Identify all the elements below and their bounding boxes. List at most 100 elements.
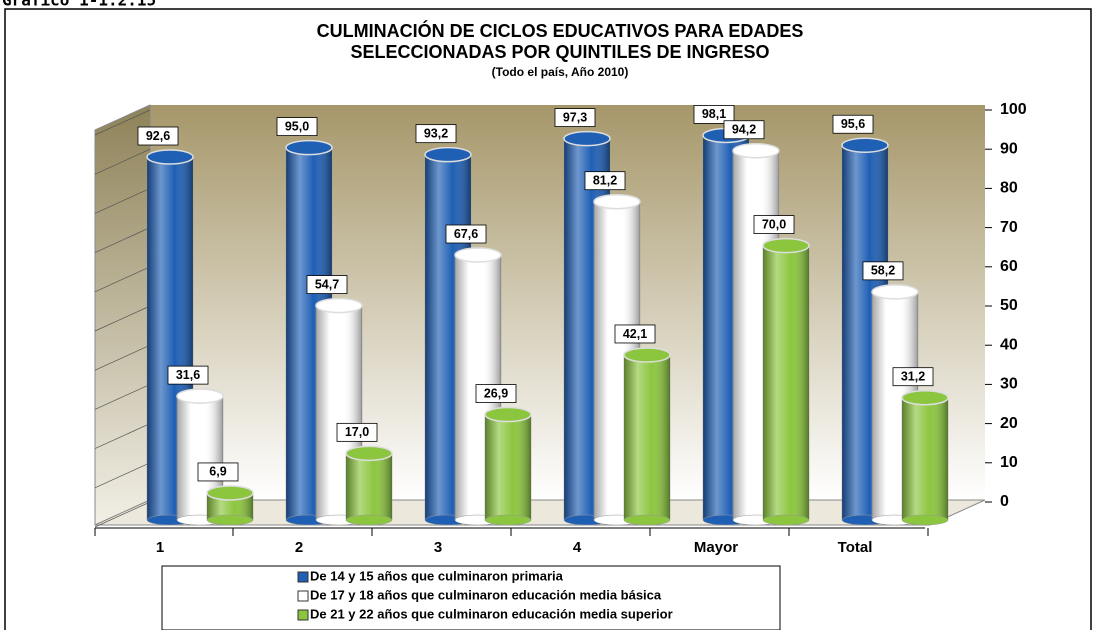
value-label-box — [614, 324, 656, 344]
chart-title: CULMINACIÓN DE CICLOS EDUCATIVOS PARA ED… — [317, 20, 804, 41]
value-label-box — [276, 117, 318, 136]
value-label-box — [862, 261, 904, 281]
bar-top — [901, 389, 949, 406]
value-label: 94,2 — [732, 123, 756, 137]
grid-line — [94, 305, 151, 332]
value-label: 58,2 — [871, 264, 895, 278]
bar-top — [732, 142, 780, 159]
bar-shade — [624, 354, 670, 520]
value-label-box — [723, 120, 765, 140]
value-label-box — [693, 105, 735, 124]
value-label: 31,2 — [901, 369, 925, 383]
value-label-box — [415, 124, 457, 144]
y-tick-label: 80 — [1000, 180, 1018, 197]
frame — [4, 8, 1092, 630]
y-tick-label: 40 — [1000, 336, 1018, 353]
bar-base — [484, 514, 532, 526]
bar-top — [762, 237, 810, 254]
legend — [161, 565, 781, 630]
legend-label: De 17 y 18 años que culminaron educación… — [310, 587, 662, 602]
bar-top — [454, 247, 502, 263]
value-label-box — [336, 422, 378, 442]
legend-swatch — [297, 609, 309, 621]
x-tick-label: 3 — [434, 539, 442, 556]
value-label: 95,6 — [841, 117, 865, 131]
value-label-box — [753, 215, 795, 235]
legend-swatch — [297, 590, 309, 602]
grid-line — [94, 266, 151, 293]
value-label-box — [554, 108, 596, 127]
value-label-box — [832, 114, 874, 134]
value-label: 81,2 — [593, 173, 617, 187]
y-tick-label: 90 — [1000, 140, 1018, 157]
value-label: 92,6 — [146, 129, 170, 143]
value-label: 31,6 — [176, 368, 200, 382]
y-tick-label: 100 — [1000, 101, 1027, 118]
bar-top — [345, 445, 393, 462]
grid-line — [94, 384, 151, 410]
y-tick-label: 0 — [1000, 493, 1009, 510]
x-tick-label: 2 — [295, 539, 303, 556]
y-tick-label: 60 — [1000, 258, 1018, 275]
x-tick-label: 4 — [573, 539, 582, 556]
bar-top — [424, 146, 472, 163]
x-tick-label: 1 — [156, 539, 164, 556]
value-label-box — [197, 462, 239, 482]
bar-top — [593, 193, 641, 210]
legend-swatch — [297, 571, 309, 583]
bar-shade — [763, 245, 809, 520]
value-label: 93,2 — [424, 126, 448, 140]
bar-base — [623, 514, 671, 526]
grid-line — [94, 148, 151, 175]
bar-base — [345, 514, 393, 526]
value-label-box — [306, 275, 348, 294]
figure-label: Gráfico 1-1.2.15 — [2, 0, 156, 10]
bar-shade — [346, 453, 392, 520]
grid-line — [94, 462, 151, 489]
value-label: 95,0 — [285, 119, 309, 133]
grid-line — [94, 227, 151, 253]
grid-line — [94, 188, 151, 214]
grid-line — [94, 344, 151, 371]
chart-title: SELECCIONADAS POR QUINTILES DE INGRESO — [350, 42, 769, 62]
y-tick-label: 30 — [1000, 376, 1018, 393]
value-label-box — [137, 126, 179, 146]
y-tick-label: 50 — [1000, 297, 1018, 314]
legend-label: De 14 y 15 años que culminaron primaria — [310, 568, 564, 583]
y-tick-label: 20 — [1000, 415, 1018, 432]
value-label: 6,9 — [209, 465, 226, 479]
side-wall — [94, 104, 151, 526]
grid-line — [94, 109, 151, 136]
bar-top — [285, 139, 333, 156]
bar-base — [901, 514, 949, 526]
bar-top — [841, 137, 889, 153]
value-label-box — [584, 171, 626, 191]
value-label: 70,0 — [762, 217, 786, 231]
value-label: 42,1 — [623, 327, 647, 341]
value-label: 98,1 — [702, 107, 726, 121]
value-label: 17,0 — [345, 425, 369, 439]
bar-base — [762, 514, 810, 526]
value-label-box — [892, 367, 934, 387]
value-label: 67,6 — [454, 227, 478, 241]
value-label-box — [167, 365, 209, 385]
bar-shade — [485, 414, 531, 520]
bar-top — [206, 485, 254, 501]
value-label: 54,7 — [315, 277, 339, 291]
bar-top — [315, 297, 363, 314]
bar-top — [623, 347, 671, 363]
y-tick-label: 10 — [1000, 454, 1018, 471]
bar-base — [206, 514, 254, 526]
value-label-box — [445, 224, 487, 244]
bar-top — [871, 284, 919, 300]
value-label: 97,3 — [563, 110, 587, 124]
y-tick-label: 70 — [1000, 219, 1018, 236]
x-tick-label: Total — [838, 539, 873, 556]
legend-label: De 21 y 22 años que culminaron educación… — [310, 606, 673, 621]
value-label: 26,9 — [484, 386, 508, 400]
grid-line — [94, 423, 151, 449]
bar-shade — [902, 397, 948, 520]
bar-top — [146, 149, 194, 165]
bar-top — [563, 130, 611, 147]
